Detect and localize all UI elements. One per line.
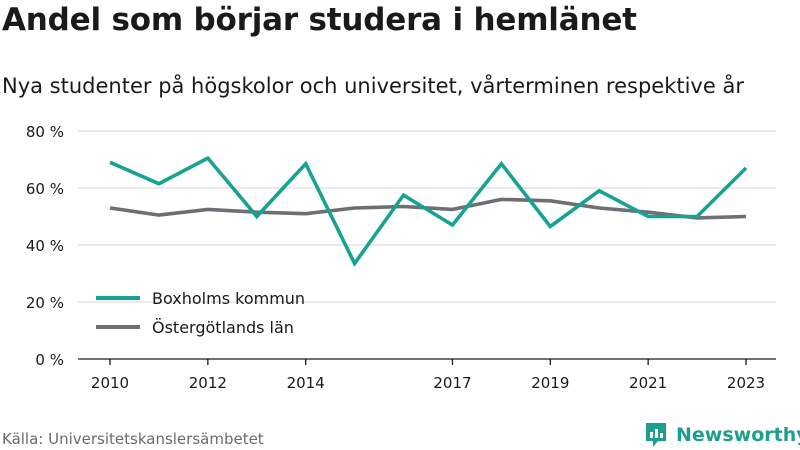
series-lines bbox=[109, 155, 748, 267]
grid-lines bbox=[78, 130, 776, 303]
series-line-boxholm bbox=[109, 155, 748, 267]
legend-label: Östergötlands län bbox=[152, 318, 294, 337]
brand-name: Newsworthy bbox=[676, 424, 800, 446]
y-tick-label: 80 % bbox=[26, 123, 64, 141]
brand-logo: Newsworthy bbox=[644, 420, 800, 450]
y-tick-label: 0 % bbox=[35, 351, 64, 369]
y-tick-label: 20 % bbox=[26, 294, 64, 312]
y-tick-label: 40 % bbox=[26, 237, 64, 255]
x-tick-label: 2012 bbox=[189, 374, 227, 392]
source-note: Källa: Universitetskanslersämbetet bbox=[2, 430, 264, 448]
legend-label: Boxholms kommun bbox=[152, 289, 305, 308]
y-tick-label: 60 % bbox=[26, 180, 64, 198]
x-tick-label: 2014 bbox=[287, 374, 325, 392]
x-tick-label: 2019 bbox=[531, 374, 569, 392]
x-axis: 2010 2012 2014 2017 2019 2021 2023 bbox=[78, 358, 776, 392]
newsworthy-logo-icon bbox=[646, 423, 666, 447]
x-tick-label: 2021 bbox=[629, 374, 667, 392]
x-tick-label: 2010 bbox=[91, 374, 129, 392]
x-tick-label: 2017 bbox=[433, 374, 471, 392]
x-tick-label: 2023 bbox=[727, 374, 765, 392]
chart-title: Andel som börjar studera i hemlänet bbox=[2, 2, 637, 38]
legend: Boxholms kommun Östergötlands län bbox=[96, 289, 305, 337]
y-tick-labels: 0 % 20 % 40 % 60 % 80 % bbox=[26, 123, 64, 369]
chart-subtitle: Nya studenter på högskolor och universit… bbox=[2, 74, 744, 98]
